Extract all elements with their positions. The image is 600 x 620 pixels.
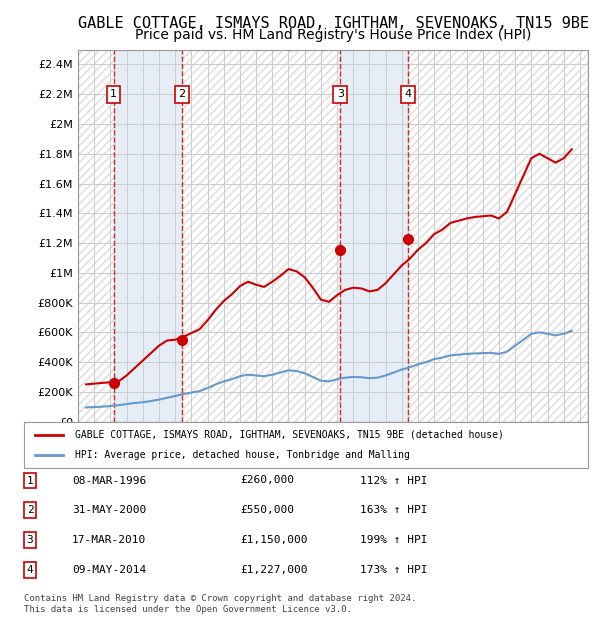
Text: GABLE COTTAGE, ISMAYS ROAD, IGHTHAM, SEVENOAKS, TN15 9BE: GABLE COTTAGE, ISMAYS ROAD, IGHTHAM, SEV…: [77, 16, 589, 30]
Text: £1,227,000: £1,227,000: [240, 565, 308, 575]
Text: 17-MAR-2010: 17-MAR-2010: [72, 535, 146, 545]
Bar: [340, 50, 408, 422]
Text: Contains HM Land Registry data © Crown copyright and database right 2024.
This d: Contains HM Land Registry data © Crown c…: [24, 595, 416, 614]
Text: 2: 2: [26, 505, 34, 515]
Text: 2: 2: [178, 89, 185, 99]
Text: 112% ↑ HPI: 112% ↑ HPI: [360, 476, 427, 485]
Bar: [182, 50, 340, 422]
Bar: [78, 50, 113, 422]
Text: 4: 4: [26, 565, 34, 575]
Bar: [113, 50, 182, 422]
Text: 199% ↑ HPI: 199% ↑ HPI: [360, 535, 427, 545]
Text: GABLE COTTAGE, ISMAYS ROAD, IGHTHAM, SEVENOAKS, TN15 9BE (detached house): GABLE COTTAGE, ISMAYS ROAD, IGHTHAM, SEV…: [75, 430, 503, 440]
Text: 1: 1: [110, 89, 117, 99]
Text: £260,000: £260,000: [240, 476, 294, 485]
Text: 08-MAR-1996: 08-MAR-1996: [72, 476, 146, 485]
Bar: [182, 50, 340, 422]
Text: £550,000: £550,000: [240, 505, 294, 515]
Text: 31-MAY-2000: 31-MAY-2000: [72, 505, 146, 515]
Bar: [408, 50, 588, 422]
Text: 4: 4: [405, 89, 412, 99]
Text: 1: 1: [26, 476, 34, 485]
Text: HPI: Average price, detached house, Tonbridge and Malling: HPI: Average price, detached house, Tonb…: [75, 450, 410, 460]
Text: Price paid vs. HM Land Registry's House Price Index (HPI): Price paid vs. HM Land Registry's House …: [135, 28, 531, 42]
FancyBboxPatch shape: [24, 422, 588, 468]
Text: £1,150,000: £1,150,000: [240, 535, 308, 545]
Text: 3: 3: [337, 89, 344, 99]
Text: 3: 3: [26, 535, 34, 545]
Bar: [78, 50, 113, 422]
Text: 09-MAY-2014: 09-MAY-2014: [72, 565, 146, 575]
Text: 173% ↑ HPI: 173% ↑ HPI: [360, 565, 427, 575]
Text: 163% ↑ HPI: 163% ↑ HPI: [360, 505, 427, 515]
Bar: [408, 50, 588, 422]
